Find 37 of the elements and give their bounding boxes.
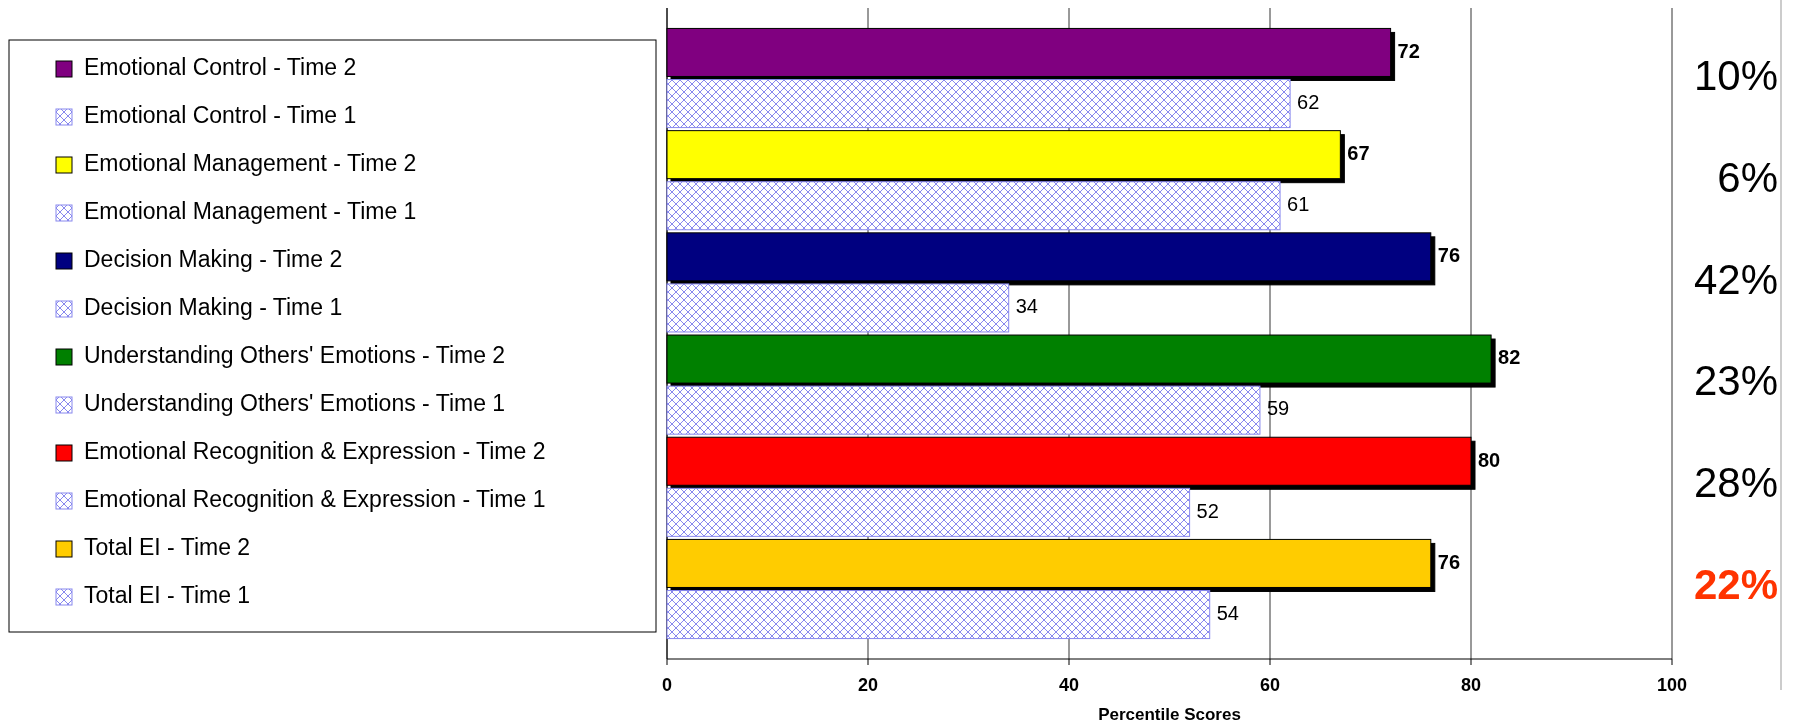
- legend-label: Understanding Others' Emotions - Time 2: [84, 342, 506, 369]
- data-label: 61: [1287, 193, 1310, 216]
- x-axis-title: Percentile Scores: [1098, 705, 1241, 724]
- text: 10%: [1693, 52, 1778, 100]
- legend-label: Total EI - Time 1: [84, 582, 251, 609]
- legend-label: Emotional Recognition & Expression - Time 2: [84, 438, 546, 465]
- legend-label: Emotional Management - Time 2: [84, 150, 417, 177]
- data-label: 67: [1347, 141, 1370, 164]
- text: 22%: [1693, 560, 1778, 608]
- data-label: 62: [1297, 90, 1320, 113]
- data-label: 52: [1196, 499, 1219, 522]
- text: 6%: [1717, 154, 1778, 202]
- data-label: 59: [1266, 397, 1290, 420]
- x-tick-label: 60: [1259, 675, 1281, 695]
- data-label: 76: [1437, 244, 1461, 267]
- x-tick-label: 20: [857, 675, 879, 695]
- x-tick-label: 80: [1460, 675, 1482, 695]
- text: 28%: [1693, 459, 1778, 507]
- data-label: 54: [1216, 601, 1239, 624]
- data-label: 34: [1015, 295, 1038, 318]
- data-label: 76: [1437, 550, 1461, 573]
- data-label: 80: [1478, 448, 1501, 471]
- x-tick-label: 100: [1656, 675, 1688, 695]
- legend-label: Decision Making - Time 1: [84, 294, 343, 321]
- legend-label: Understanding Others' Emotions - Time 1: [84, 390, 506, 417]
- legend-label: Emotional Control - Time 1: [84, 102, 357, 129]
- legend-label: Decision Making - Time 2: [84, 246, 343, 273]
- x-tick-label: 40: [1058, 675, 1080, 695]
- text: 23%: [1693, 357, 1778, 405]
- text: 42%: [1693, 255, 1778, 303]
- x-tick-label: 0: [661, 675, 673, 695]
- data-label: 82: [1498, 346, 1521, 369]
- legend-label: Emotional Management - Time 1: [84, 198, 417, 225]
- legend-label: Emotional Control - Time 2: [84, 54, 357, 81]
- legend-label: Total EI - Time 2: [84, 534, 251, 561]
- legend-label: Emotional Recognition & Expression - Time 1: [84, 486, 546, 513]
- data-label: 72: [1397, 39, 1420, 62]
